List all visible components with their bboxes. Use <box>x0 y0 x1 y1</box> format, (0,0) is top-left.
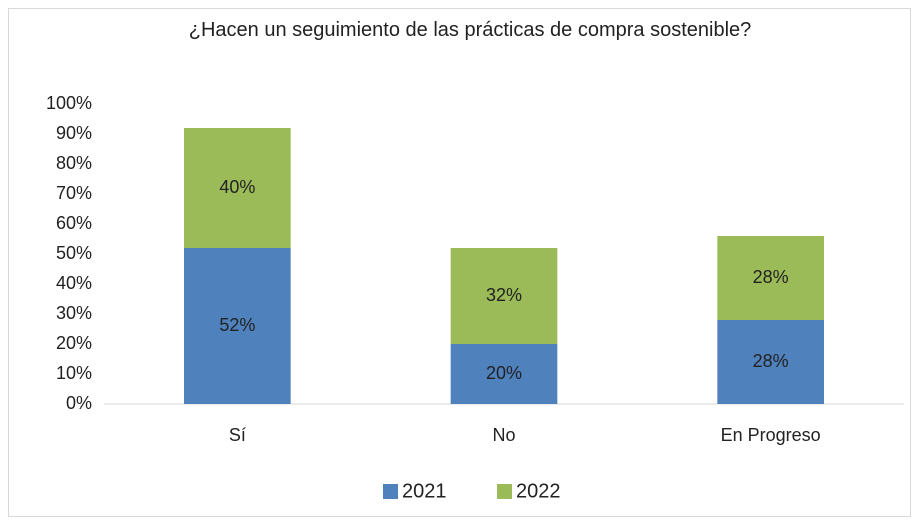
y-tick-label: 10% <box>56 363 92 383</box>
chart-title: ¿Hacen un seguimiento de las prácticas d… <box>188 19 752 41</box>
bar-segment <box>184 128 291 248</box>
y-tick-label: 50% <box>56 243 92 263</box>
chart-border <box>8 8 911 517</box>
y-tick-label: 90% <box>56 123 92 143</box>
y-tick-label: 20% <box>56 333 92 353</box>
y-tick-label: 0% <box>66 393 92 413</box>
legend-label: 2021 <box>402 480 447 502</box>
legend-swatch <box>383 484 398 499</box>
bar-segment <box>717 320 824 404</box>
data-label: 28% <box>753 267 789 287</box>
x-tick-label: No <box>492 425 515 445</box>
data-label: 28% <box>753 351 789 371</box>
x-tick-label: Sí <box>229 425 246 445</box>
legend-swatch <box>497 484 512 499</box>
y-tick-label: 40% <box>56 273 92 293</box>
y-tick-label: 80% <box>56 153 92 173</box>
x-tick-label: En Progreso <box>721 425 821 445</box>
data-label: 52% <box>219 315 255 335</box>
data-label: 32% <box>486 285 522 305</box>
data-label: 40% <box>219 177 255 197</box>
bar-segment <box>717 236 824 320</box>
legend-label: 2022 <box>516 480 561 502</box>
bar-segment <box>184 248 291 404</box>
bar-segment <box>450 248 558 344</box>
data-label: 20% <box>486 363 522 383</box>
y-tick-label: 30% <box>56 303 92 323</box>
y-tick-label: 70% <box>56 183 92 203</box>
y-tick-label: 100% <box>46 93 92 113</box>
bar-segment <box>450 344 558 404</box>
y-tick-label: 60% <box>56 213 92 233</box>
